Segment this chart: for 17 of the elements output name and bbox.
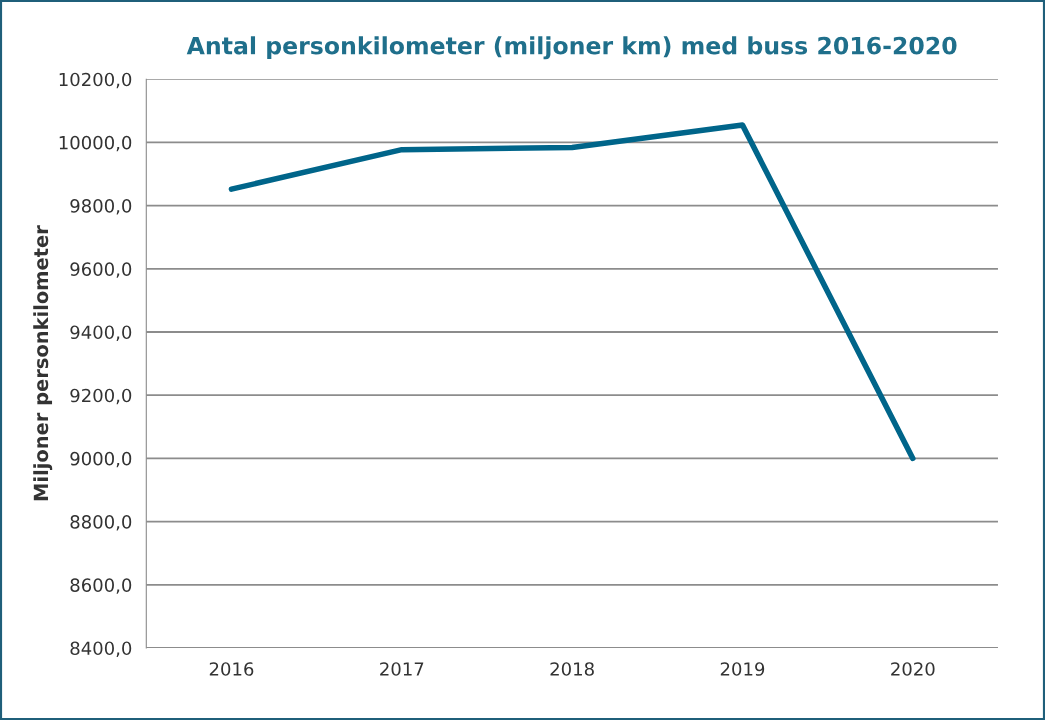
x-tick-label: 2020 xyxy=(891,662,935,676)
y-tick-label: 10000,0 xyxy=(59,135,132,152)
y-tick-label: 10200,0 xyxy=(59,72,132,89)
chart-title: Antal personkilometer (miljoner km) med buss 2016-2020 xyxy=(186,36,957,60)
y-tick-label: 9200,0 xyxy=(70,388,132,405)
y-tick-label: 8800,0 xyxy=(70,515,132,531)
x-tick-label: 2018 xyxy=(550,662,594,676)
y-tick-label: 8400,0 xyxy=(70,641,132,657)
y-tick-label: 9800,0 xyxy=(70,199,132,215)
y-tick-label: 9600,0 xyxy=(70,262,132,278)
x-tick-label: 2019 xyxy=(720,662,765,676)
y-tick-label: 8600,0 xyxy=(70,578,132,594)
y-tick-label: 9000,0 xyxy=(70,451,132,468)
y-tick-label: 9400,0 xyxy=(70,325,132,341)
x-tick-label: 2016 xyxy=(209,662,254,676)
y-axis-title: Miljoner personkilometer xyxy=(33,225,53,501)
x-tick-label: 2017 xyxy=(380,662,424,676)
